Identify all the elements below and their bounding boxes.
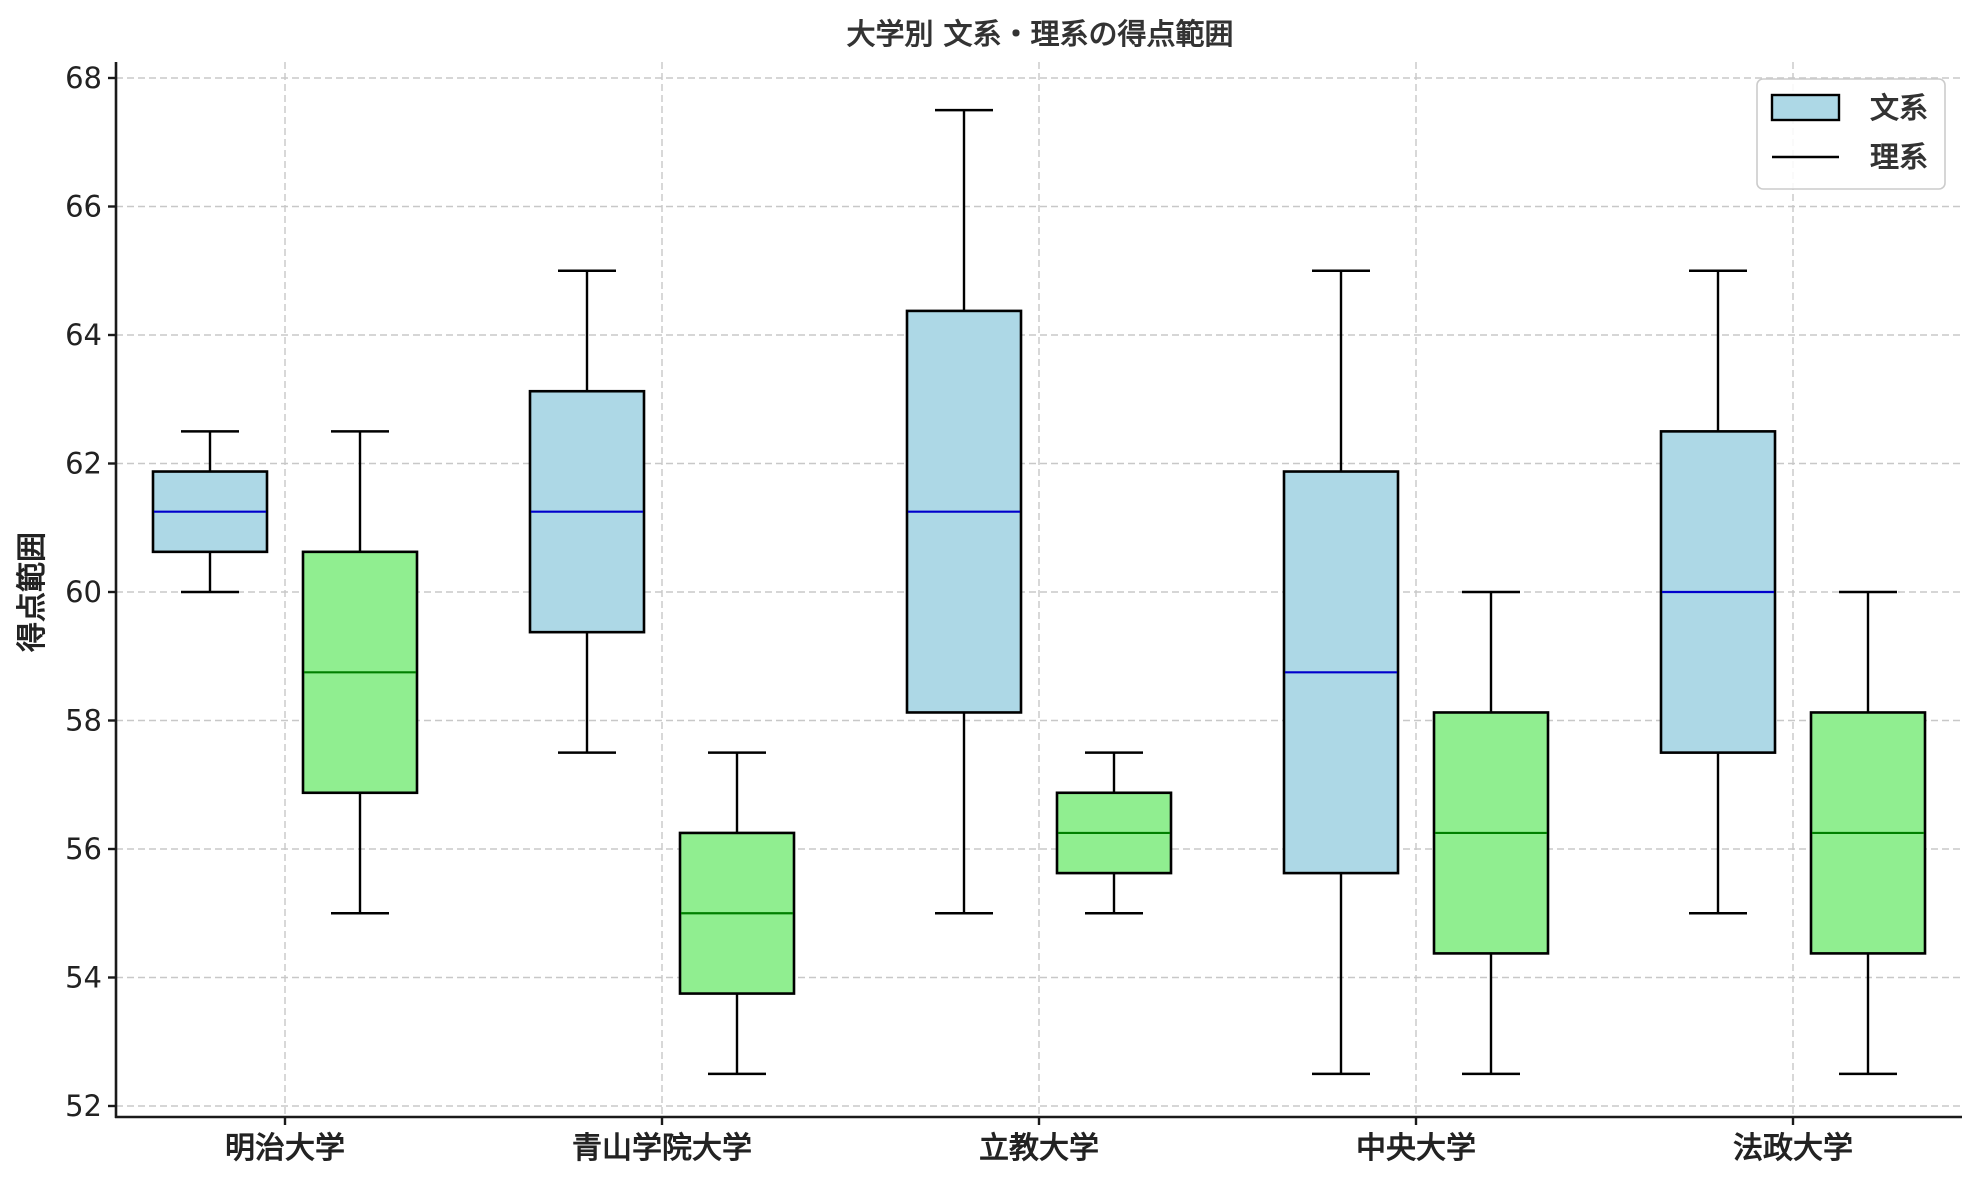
y-tick-label: 66 — [65, 190, 102, 224]
legend-label-bunkei: 文系 — [1870, 91, 1928, 125]
box-bunkei — [905, 108, 1023, 915]
y-axis-ticks: 52 54 56 58 60 62 64 66 68 — [65, 61, 116, 1123]
chart-title: 大学別 文系・理系の得点範囲 — [846, 17, 1233, 51]
box-rikei — [1055, 751, 1173, 915]
y-tick-label: 68 — [65, 61, 102, 95]
legend: 文系 理系 — [1756, 78, 1946, 190]
x-tick-label: 中央大学 — [1356, 1131, 1476, 1166]
legend-swatch-box-icon — [1770, 93, 1841, 122]
y-tick-label: 54 — [65, 961, 102, 995]
box-bunkei — [151, 430, 269, 594]
box-series — [151, 108, 1927, 1076]
x-tick-label: 立教大学 — [979, 1131, 1099, 1166]
box-rikei — [1432, 590, 1550, 1076]
box-rikei — [678, 751, 796, 1076]
y-tick-label: 58 — [65, 704, 102, 738]
legend-label-rikei: 理系 — [1870, 140, 1928, 174]
box-rikei — [301, 430, 419, 915]
y-tick-label: 62 — [65, 447, 102, 481]
x-axis-ticks: 明治大学 青山学院大学 立教大学 中央大学 法政大学 — [225, 1117, 1853, 1166]
box-bunkei — [528, 269, 646, 754]
x-tick-label: 青山学院大学 — [572, 1131, 752, 1166]
box-bunkei — [1659, 269, 1777, 915]
box-rikei — [1809, 590, 1927, 1076]
box-bunkei — [1282, 269, 1400, 1076]
y-tick-label: 64 — [65, 318, 102, 352]
x-tick-label: 法政大学 — [1733, 1131, 1853, 1166]
y-tick-label: 60 — [65, 575, 102, 609]
x-tick-label: 明治大学 — [225, 1131, 345, 1166]
y-tick-label: 52 — [65, 1089, 102, 1123]
y-axis-label: 得点範囲 — [15, 532, 50, 653]
y-tick-label: 56 — [65, 832, 102, 866]
